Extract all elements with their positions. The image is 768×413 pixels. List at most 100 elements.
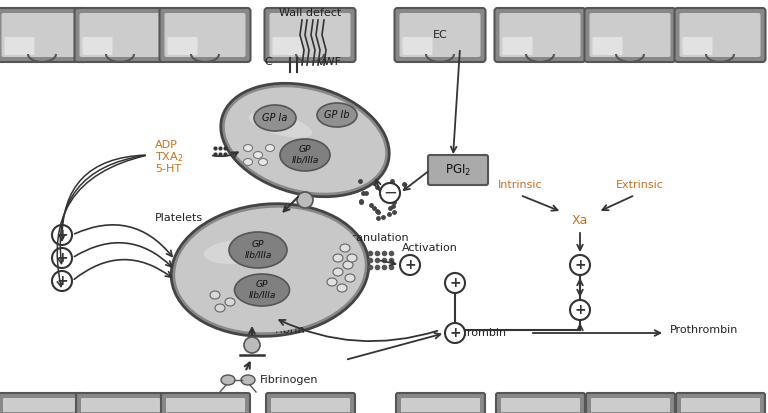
Text: +: + xyxy=(574,258,586,272)
Ellipse shape xyxy=(210,291,220,299)
FancyBboxPatch shape xyxy=(0,8,88,62)
FancyBboxPatch shape xyxy=(501,398,580,412)
Ellipse shape xyxy=(259,159,267,166)
Circle shape xyxy=(570,255,590,275)
Ellipse shape xyxy=(215,304,225,312)
Text: Intrinsic: Intrinsic xyxy=(498,180,542,190)
Text: Activation: Activation xyxy=(402,243,458,253)
Text: +: + xyxy=(574,303,586,317)
FancyBboxPatch shape xyxy=(0,393,87,413)
FancyBboxPatch shape xyxy=(680,13,760,57)
Ellipse shape xyxy=(243,145,253,152)
FancyBboxPatch shape xyxy=(3,398,82,412)
Text: Prothrombin: Prothrombin xyxy=(670,325,738,335)
Text: +: + xyxy=(449,276,461,290)
FancyBboxPatch shape xyxy=(496,393,585,413)
Text: +: + xyxy=(56,274,68,288)
FancyBboxPatch shape xyxy=(591,398,670,412)
FancyBboxPatch shape xyxy=(2,13,82,57)
FancyBboxPatch shape xyxy=(271,398,350,412)
Text: Fibrin: Fibrin xyxy=(275,325,306,335)
FancyBboxPatch shape xyxy=(273,37,303,55)
Circle shape xyxy=(52,271,72,291)
Text: TXA$_2$: TXA$_2$ xyxy=(155,150,184,164)
Text: +: + xyxy=(449,326,461,340)
Ellipse shape xyxy=(241,375,255,385)
Text: GP
IIb/IIIa: GP IIb/IIIa xyxy=(244,240,272,260)
Circle shape xyxy=(400,255,420,275)
Circle shape xyxy=(52,248,72,268)
Ellipse shape xyxy=(280,139,330,171)
Text: Fibrinogen: Fibrinogen xyxy=(260,375,319,385)
FancyBboxPatch shape xyxy=(396,393,485,413)
Ellipse shape xyxy=(333,254,343,262)
FancyBboxPatch shape xyxy=(82,37,112,55)
FancyBboxPatch shape xyxy=(80,13,161,57)
Ellipse shape xyxy=(347,254,357,262)
Text: 5-HT: 5-HT xyxy=(155,164,181,174)
Ellipse shape xyxy=(317,103,357,127)
FancyBboxPatch shape xyxy=(81,398,160,412)
Ellipse shape xyxy=(243,159,253,166)
Ellipse shape xyxy=(221,375,235,385)
Ellipse shape xyxy=(225,298,235,306)
Ellipse shape xyxy=(171,204,369,336)
FancyBboxPatch shape xyxy=(76,393,165,413)
Circle shape xyxy=(297,192,313,208)
FancyBboxPatch shape xyxy=(5,37,35,55)
FancyBboxPatch shape xyxy=(401,398,480,412)
FancyBboxPatch shape xyxy=(160,8,250,62)
Circle shape xyxy=(445,323,465,343)
FancyBboxPatch shape xyxy=(676,393,765,413)
FancyBboxPatch shape xyxy=(683,37,713,55)
FancyBboxPatch shape xyxy=(161,393,250,413)
FancyBboxPatch shape xyxy=(592,37,623,55)
FancyBboxPatch shape xyxy=(428,155,488,185)
FancyBboxPatch shape xyxy=(586,393,675,413)
Circle shape xyxy=(244,337,260,353)
Ellipse shape xyxy=(204,239,280,264)
Text: GP
IIb/IIIa: GP IIb/IIIa xyxy=(248,280,276,300)
Text: −: − xyxy=(383,184,397,202)
FancyBboxPatch shape xyxy=(495,8,585,62)
Circle shape xyxy=(380,183,400,203)
FancyBboxPatch shape xyxy=(681,398,760,412)
Text: EC: EC xyxy=(432,30,448,40)
FancyBboxPatch shape xyxy=(402,37,432,55)
FancyBboxPatch shape xyxy=(266,393,355,413)
FancyBboxPatch shape xyxy=(164,13,246,57)
Ellipse shape xyxy=(253,152,263,159)
Ellipse shape xyxy=(266,145,274,152)
Text: +: + xyxy=(56,228,68,242)
Text: Platelets: Platelets xyxy=(155,213,203,223)
Ellipse shape xyxy=(333,268,343,276)
Ellipse shape xyxy=(337,284,347,292)
FancyBboxPatch shape xyxy=(74,8,165,62)
FancyBboxPatch shape xyxy=(674,8,766,62)
Circle shape xyxy=(445,273,465,293)
Ellipse shape xyxy=(340,244,350,252)
Text: Wall defect: Wall defect xyxy=(279,8,341,18)
FancyBboxPatch shape xyxy=(584,8,676,62)
Circle shape xyxy=(52,225,72,245)
FancyBboxPatch shape xyxy=(395,8,485,62)
Ellipse shape xyxy=(345,274,355,282)
Text: PGI$_2$: PGI$_2$ xyxy=(445,162,471,178)
FancyBboxPatch shape xyxy=(270,13,350,57)
FancyBboxPatch shape xyxy=(590,13,670,57)
Text: GP
IIb/IIIa: GP IIb/IIIa xyxy=(291,145,319,165)
Ellipse shape xyxy=(229,232,287,268)
Text: Xa: Xa xyxy=(572,214,588,226)
Ellipse shape xyxy=(220,83,389,197)
Ellipse shape xyxy=(327,278,337,286)
Text: C: C xyxy=(264,57,272,67)
Ellipse shape xyxy=(225,87,386,193)
Text: GP Ia: GP Ia xyxy=(263,113,288,123)
FancyBboxPatch shape xyxy=(264,8,356,62)
Ellipse shape xyxy=(234,274,290,306)
Text: vWF: vWF xyxy=(318,57,342,67)
Text: Thrombin: Thrombin xyxy=(453,328,507,338)
Text: +: + xyxy=(404,258,415,272)
Ellipse shape xyxy=(249,112,312,138)
Text: +: + xyxy=(56,251,68,265)
